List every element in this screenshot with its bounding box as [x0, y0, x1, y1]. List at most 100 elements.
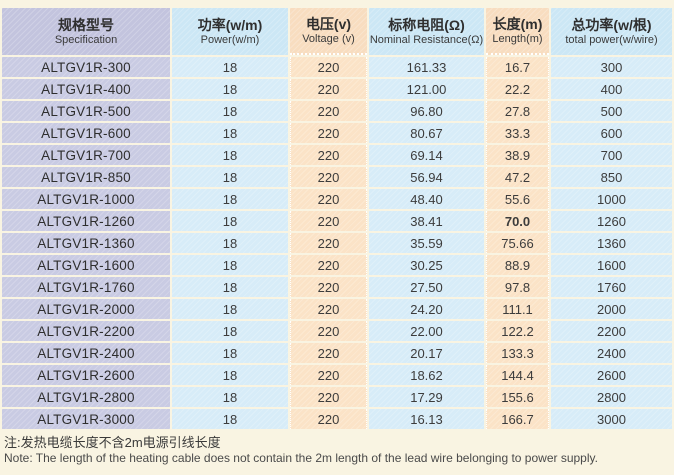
table-cell-length: 16.7	[486, 57, 549, 77]
table-cell-resistance: 38.41	[369, 211, 484, 231]
table-cell-resistance: 18.62	[369, 365, 484, 385]
table-row: ALTGV1R-2000 18 220 24.20 111.1 2000	[2, 299, 672, 319]
table-cell-power: 18	[172, 101, 288, 121]
column-header-resistance-zh: 标称电阻(Ω)	[388, 17, 465, 33]
table-cell-voltage: 220	[290, 387, 367, 407]
table-cell-resistance: 30.25	[369, 255, 484, 275]
table-cell-total_power: 1000	[551, 189, 672, 209]
column-header-voltage: 电压(v) Voltage (v)	[290, 8, 367, 55]
table-cell-power: 18	[172, 365, 288, 385]
table-cell-voltage: 220	[290, 233, 367, 253]
table-cell-power: 18	[172, 387, 288, 407]
column-header-power: 功率(w/m) Power(w/m)	[172, 8, 288, 55]
table-cell-power: 18	[172, 299, 288, 319]
table-header: 规格型号 Specification 功率(w/m) Power(w/m) 电压…	[2, 8, 672, 55]
column-header-voltage-en: Voltage (v)	[302, 33, 355, 45]
table-body: ALTGV1R-300 18 220 161.33 16.7 300 ALTGV1R-400…	[2, 57, 672, 429]
column-header-specification-en: Specification	[54, 34, 118, 46]
table-cell-power: 18	[172, 321, 288, 341]
column-header-power-en: Power(w/m)	[200, 34, 260, 46]
table-cell-power: 18	[172, 277, 288, 297]
column-header-total-power-en: total power(w/wire)	[565, 34, 658, 46]
table-cell-length: 47.2	[486, 167, 549, 187]
table-cell-voltage: 220	[290, 211, 367, 231]
table-cell-resistance: 96.80	[369, 101, 484, 121]
table-row: ALTGV1R-2800 18 220 17.29 155.6 2800	[2, 387, 672, 407]
table-cell-length: 33.3	[486, 123, 549, 143]
table-cell-length: 22.2	[486, 79, 549, 99]
table-cell-resistance: 27.50	[369, 277, 484, 297]
table-cell-resistance: 56.94	[369, 167, 484, 187]
table-cell-spec: ALTGV1R-300	[2, 57, 170, 77]
table-cell-spec: ALTGV1R-700	[2, 145, 170, 165]
table-cell-voltage: 220	[290, 57, 367, 77]
table-cell-total_power: 1360	[551, 233, 672, 253]
table-cell-total_power: 500	[551, 101, 672, 121]
table-cell-voltage: 220	[290, 321, 367, 341]
table-cell-voltage: 220	[290, 101, 367, 121]
table-cell-total_power: 2800	[551, 387, 672, 407]
table-cell-total_power: 1760	[551, 277, 672, 297]
table-cell-length: 155.6	[486, 387, 549, 407]
table-cell-spec: ALTGV1R-1000	[2, 189, 170, 209]
table-cell-total_power: 850	[551, 167, 672, 187]
table-cell-voltage: 220	[290, 145, 367, 165]
table-cell-resistance: 69.14	[369, 145, 484, 165]
table-row: ALTGV1R-1600 18 220 30.25 88.9 1600	[2, 255, 672, 275]
table-cell-spec: ALTGV1R-1360	[2, 233, 170, 253]
table-cell-length: 111.1	[486, 299, 549, 319]
table-cell-power: 18	[172, 189, 288, 209]
table-row: ALTGV1R-850 18 220 56.94 47.2 850	[2, 167, 672, 187]
table-cell-voltage: 220	[290, 167, 367, 187]
table-row: ALTGV1R-3000 18 220 16.13 166.7 3000	[2, 409, 672, 429]
table-row: ALTGV1R-400 18 220 121.00 22.2 400	[2, 79, 672, 99]
table-cell-spec: ALTGV1R-500	[2, 101, 170, 121]
table-cell-voltage: 220	[290, 123, 367, 143]
table-cell-spec: ALTGV1R-3000	[2, 409, 170, 429]
table-row: ALTGV1R-1260 18 220 38.41 70.0 1260	[2, 211, 672, 231]
table-cell-total_power: 3000	[551, 409, 672, 429]
table-row: ALTGV1R-1760 18 220 27.50 97.8 1760	[2, 277, 672, 297]
table-cell-spec: ALTGV1R-2600	[2, 365, 170, 385]
table-cell-total_power: 2200	[551, 321, 672, 341]
table-cell-resistance: 35.59	[369, 233, 484, 253]
table-row: ALTGV1R-1360 18 220 35.59 75.66 1360	[2, 233, 672, 253]
table-cell-power: 18	[172, 79, 288, 99]
table-cell-total_power: 2400	[551, 343, 672, 363]
table-row: ALTGV1R-2400 18 220 20.17 133.3 2400	[2, 343, 672, 363]
table-cell-spec: ALTGV1R-1260	[2, 211, 170, 231]
table-cell-power: 18	[172, 409, 288, 429]
table-row: ALTGV1R-1000 18 220 48.40 55.6 1000	[2, 189, 672, 209]
table-cell-resistance: 24.20	[369, 299, 484, 319]
table-cell-resistance: 48.40	[369, 189, 484, 209]
table-row: ALTGV1R-2200 18 220 22.00 122.2 2200	[2, 321, 672, 341]
table-cell-voltage: 220	[290, 343, 367, 363]
column-header-specification-zh: 规格型号	[58, 17, 114, 33]
table-cell-resistance: 161.33	[369, 57, 484, 77]
column-header-power-zh: 功率(w/m)	[197, 17, 263, 33]
table-cell-spec: ALTGV1R-1760	[2, 277, 170, 297]
table-cell-length: 166.7	[486, 409, 549, 429]
table-cell-power: 18	[172, 255, 288, 275]
table-cell-resistance: 22.00	[369, 321, 484, 341]
column-header-length: 长度(m) Length(m)	[486, 8, 549, 55]
table-cell-spec: ALTGV1R-2400	[2, 343, 170, 363]
table-cell-total_power: 300	[551, 57, 672, 77]
column-header-total-power-zh: 总功率(w/根)	[571, 17, 652, 33]
table-cell-total_power: 400	[551, 79, 672, 99]
table-cell-length: 55.6	[486, 189, 549, 209]
column-header-resistance: 标称电阻(Ω) Nominal Resistance(Ω)	[369, 8, 484, 55]
table-cell-spec: ALTGV1R-2000	[2, 299, 170, 319]
table-cell-length: 144.4	[486, 365, 549, 385]
table-cell-resistance: 16.13	[369, 409, 484, 429]
table-cell-voltage: 220	[290, 255, 367, 275]
table-cell-length: 75.66	[486, 233, 549, 253]
table-row: ALTGV1R-700 18 220 69.14 38.9 700	[2, 145, 672, 165]
table-cell-length: 38.9	[486, 145, 549, 165]
table-cell-resistance: 121.00	[369, 79, 484, 99]
table-cell-resistance: 17.29	[369, 387, 484, 407]
table-cell-spec: ALTGV1R-400	[2, 79, 170, 99]
table-cell-spec: ALTGV1R-850	[2, 167, 170, 187]
table-cell-total_power: 2000	[551, 299, 672, 319]
table-cell-resistance: 20.17	[369, 343, 484, 363]
